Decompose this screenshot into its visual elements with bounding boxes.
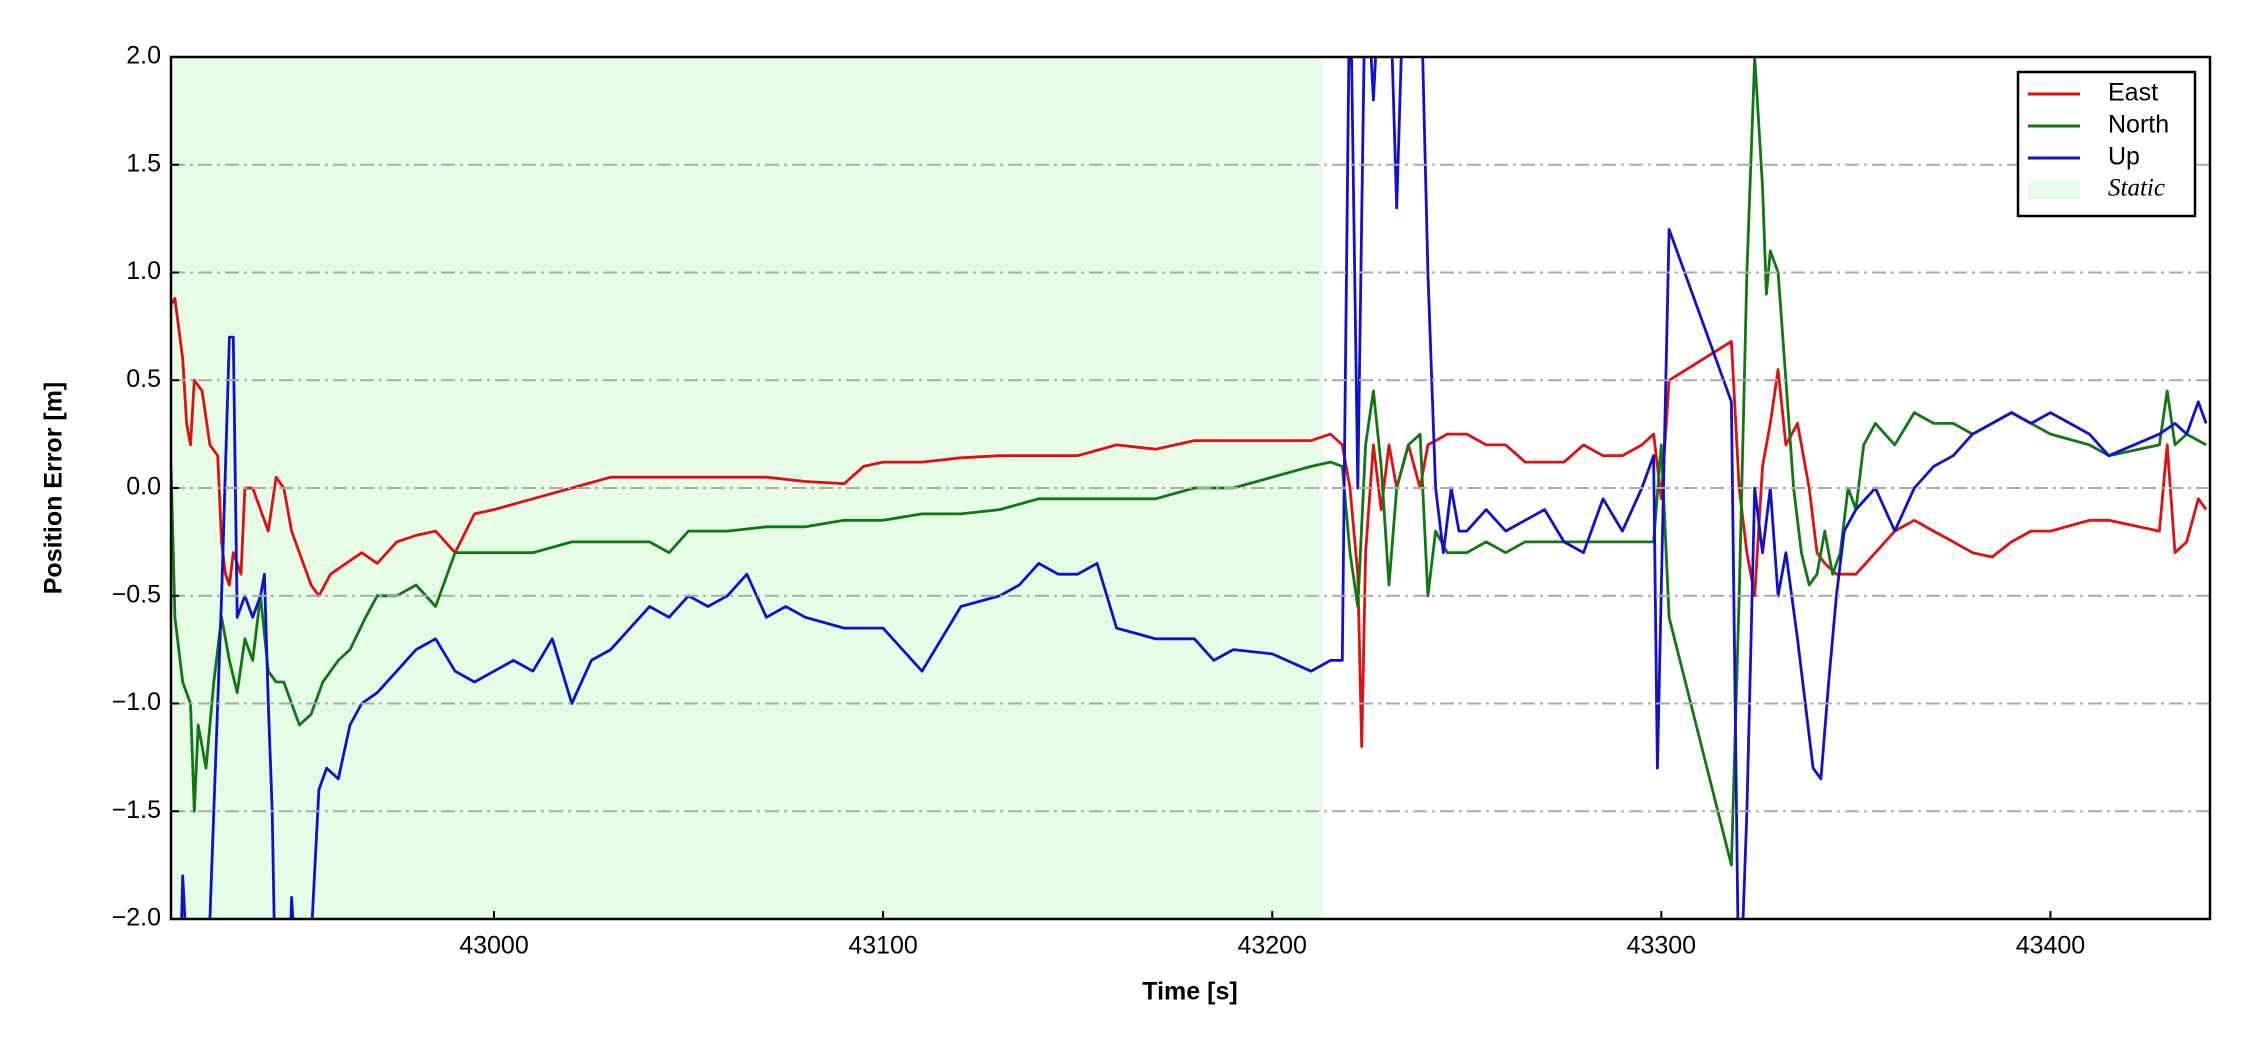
legend-label: North — [2108, 111, 2169, 139]
y-tick-label: −1.5 — [112, 796, 161, 824]
plot-area — [171, 57, 2208, 919]
series-line — [180, 57, 2208, 919]
legend-swatch — [2028, 181, 2080, 199]
y-tick-label: 1.5 — [126, 149, 161, 177]
x-tick-label: 43200 — [1237, 932, 1307, 960]
y-tick-label: −1.0 — [112, 688, 161, 716]
y-tick-label: 0.5 — [126, 365, 161, 393]
plot-frame — [169, 55, 2212, 921]
legend-label: East — [2108, 79, 2158, 107]
x-tick-label: 43300 — [1627, 932, 1697, 960]
y-tick-label: 0.0 — [126, 473, 161, 501]
y-axis-label: Position Error [m] — [40, 382, 68, 595]
legend-label: Up — [2108, 143, 2140, 171]
y-tick-label: 1.0 — [126, 257, 161, 285]
x-axis-label: Time [s] — [1142, 978, 1237, 1006]
y-tick-label: −0.5 — [112, 580, 161, 608]
x-tick-label: 43000 — [459, 932, 529, 960]
series-line — [171, 57, 2207, 867]
x-tick-label: 43100 — [848, 932, 918, 960]
y-tick-label: 2.0 — [126, 42, 161, 70]
x-tick-label: 43400 — [2016, 932, 2086, 960]
legend-label: Static — [2108, 175, 2165, 202]
y-tick-label: −2.0 — [112, 904, 161, 932]
